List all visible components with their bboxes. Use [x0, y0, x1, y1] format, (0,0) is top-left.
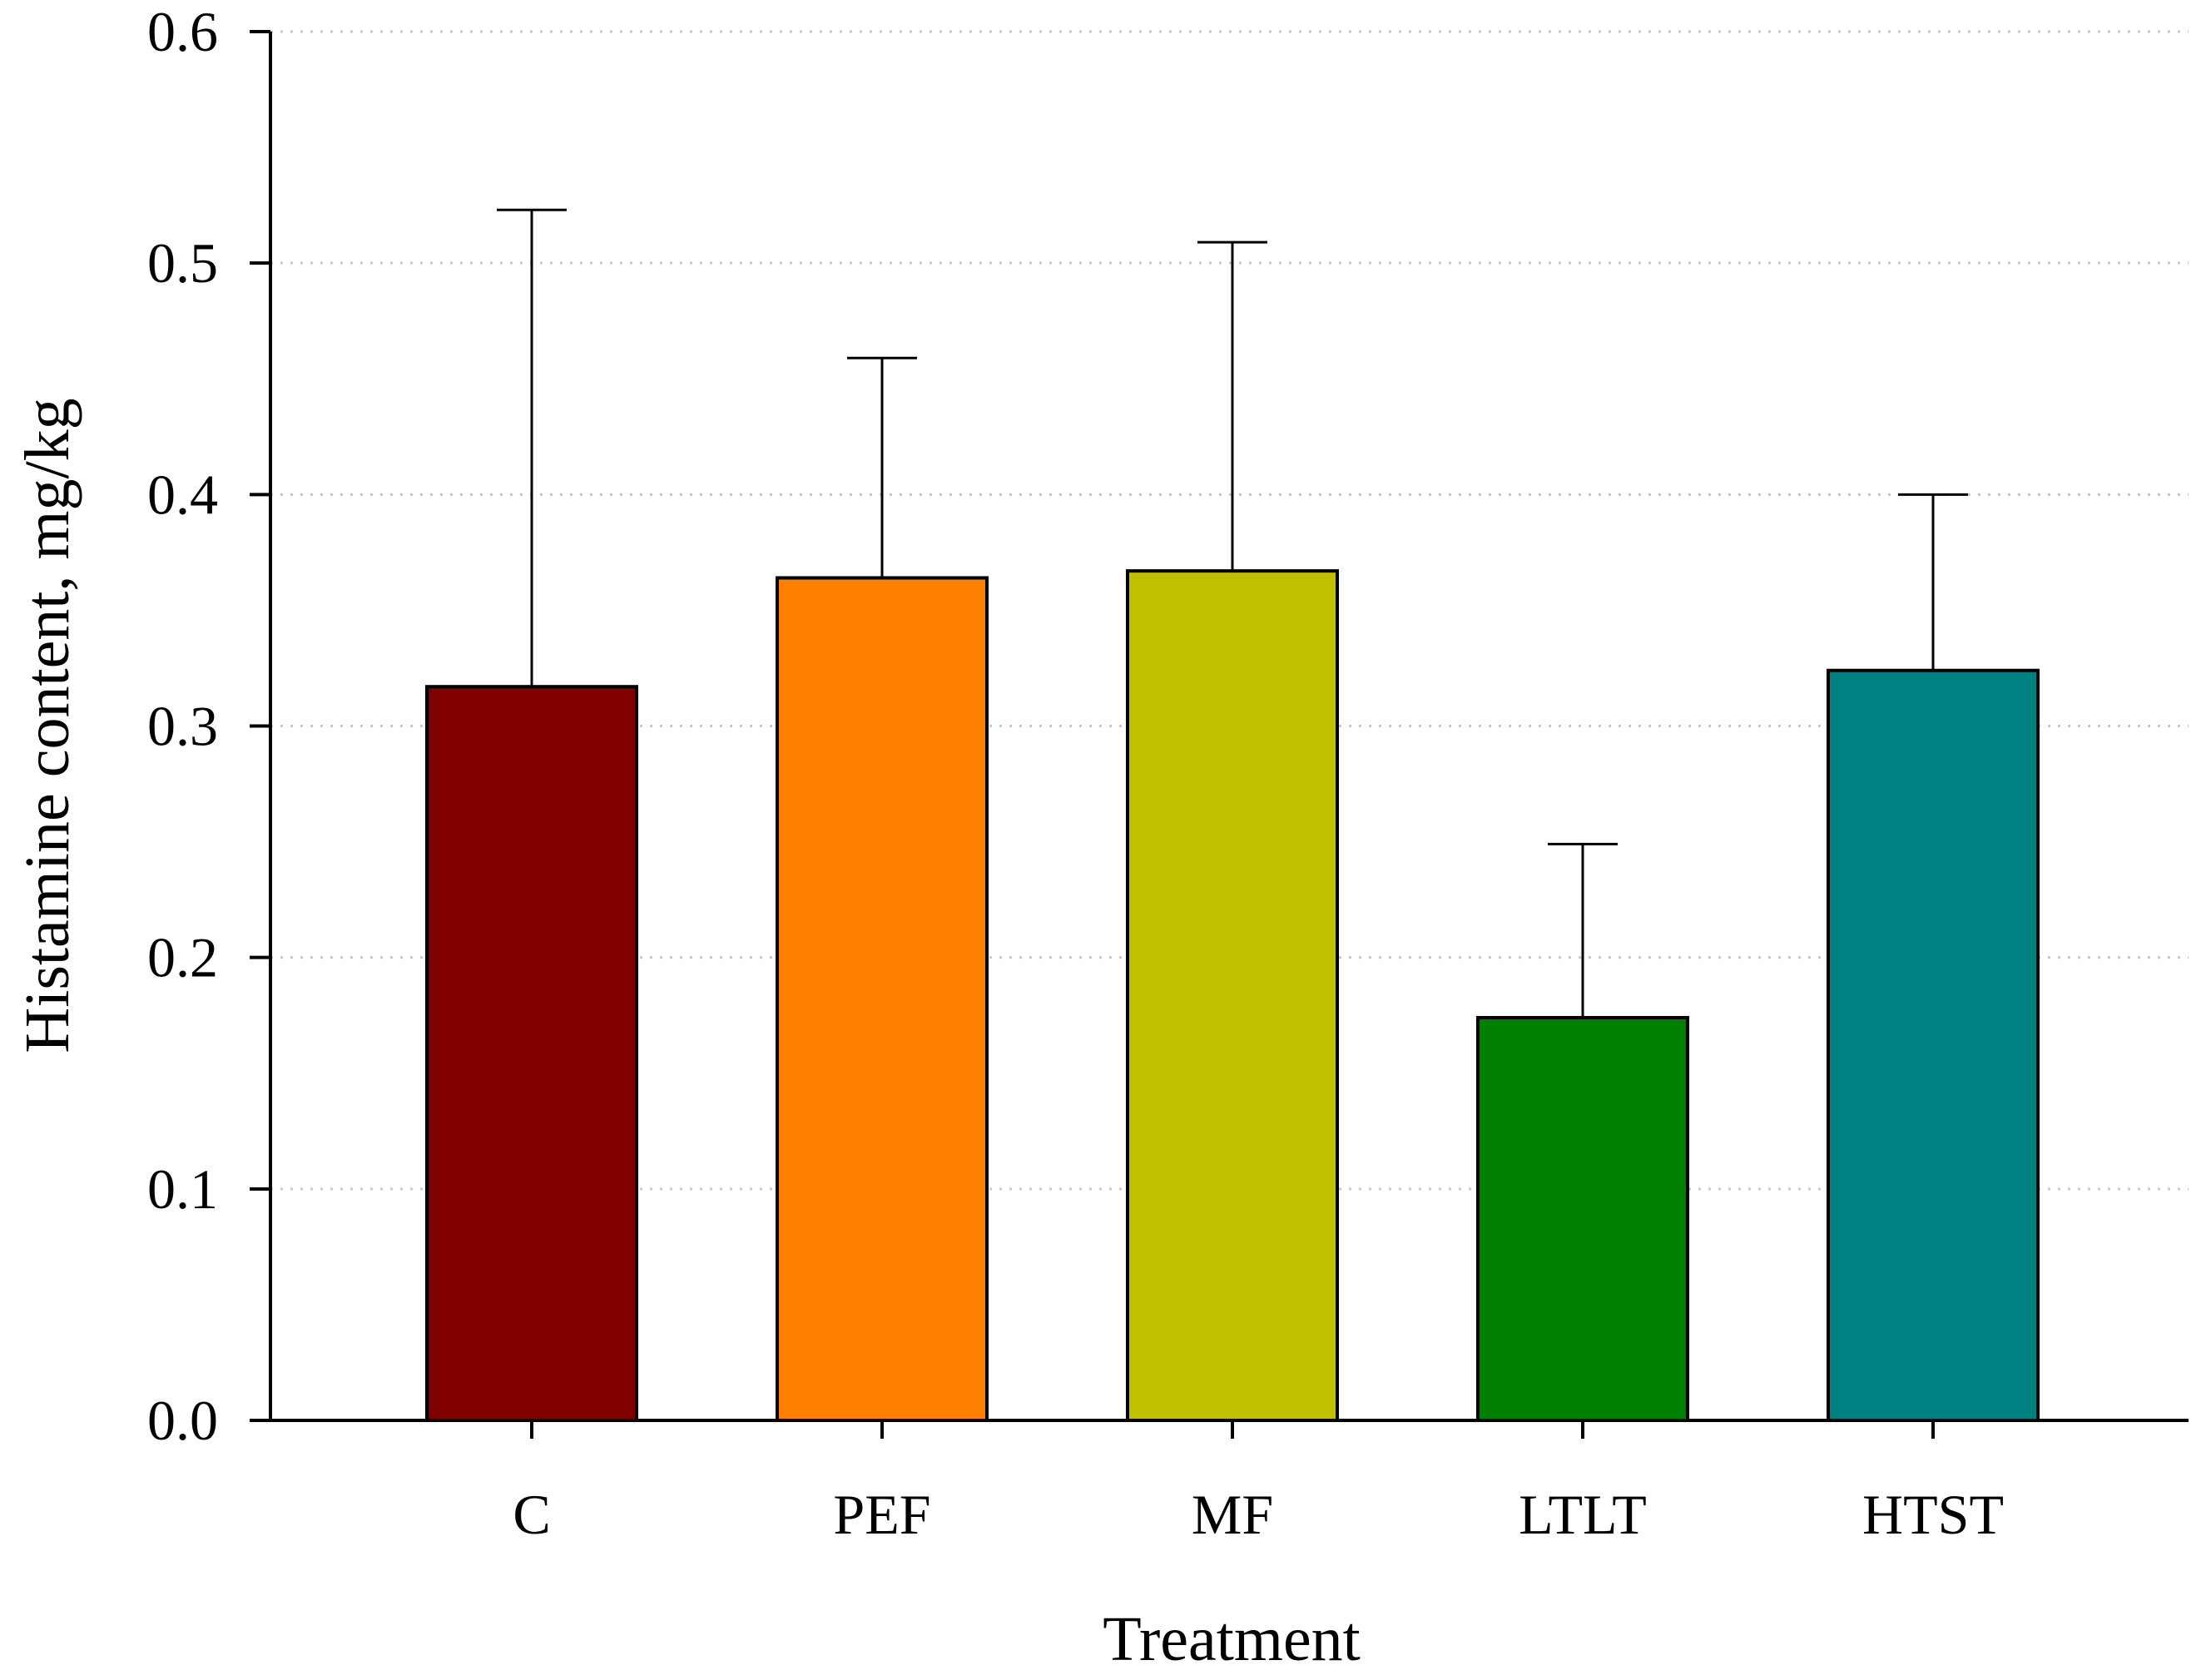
- error-bars: [497, 208, 1968, 1018]
- x-tick-label: PEF: [833, 1483, 930, 1546]
- bar-c: [425, 685, 638, 1422]
- y-tick-label: 0.6: [147, 0, 218, 63]
- x-tick-label: LTLT: [1519, 1483, 1647, 1546]
- y-tick-label: 0.3: [147, 695, 218, 758]
- y-tick-label: 0.0: [147, 1389, 218, 1452]
- y-axis-title: Histamine content, mg/kg: [12, 398, 82, 1053]
- y-tick-label: 0.4: [147, 463, 218, 526]
- x-axis-title: Treatment: [1103, 1604, 1361, 1674]
- bar-htst: [1827, 668, 2040, 1422]
- x-tick-label: MF: [1192, 1483, 1273, 1546]
- x-ticks: C PEF MF LTLT HTST: [513, 1420, 2004, 1546]
- x-tick-label: C: [513, 1483, 550, 1546]
- bar-pef: [776, 576, 989, 1422]
- y-tick-label: 0.2: [147, 926, 218, 989]
- x-tick-label: HTST: [1862, 1483, 2004, 1546]
- y-tick-label: 0.5: [147, 231, 218, 295]
- bar-ltlt: [1476, 1015, 1689, 1422]
- bar-mf: [1126, 569, 1339, 1422]
- y-ticks: 0.0 0.1 0.2 0.3 0.4 0.5 0.6: [147, 0, 270, 1452]
- bars: [425, 569, 2040, 1422]
- y-tick-label: 0.1: [147, 1157, 218, 1221]
